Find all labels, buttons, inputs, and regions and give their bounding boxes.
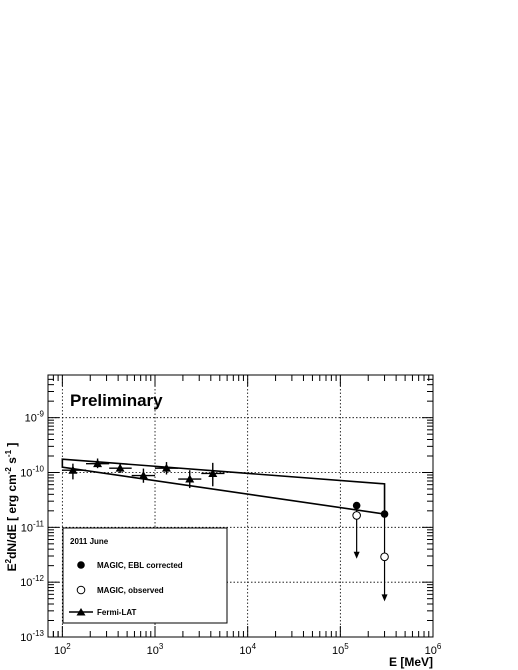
y-tick-label: 10-11 <box>21 519 45 534</box>
data-points-layer <box>62 458 389 602</box>
fermi-point <box>115 463 125 472</box>
legend-label-magic-observed: MAGIC, observed <box>97 586 164 595</box>
tick-label-layer: 102 103 104 105 106 10-13 10-12 10-11 10-10 10-9 <box>20 410 442 657</box>
legend-marker-magic-ebl <box>77 561 85 569</box>
magic-ebl-point <box>352 501 361 510</box>
y-tick-label: 10-9 <box>25 410 45 425</box>
y-axis-title: E2dN/dE [ erg cm-2 s-1 ] <box>4 443 19 572</box>
x-tick-label: 104 <box>239 642 256 657</box>
y-tick-label: 10-10 <box>20 465 44 480</box>
x-tick-label: 102 <box>54 642 71 657</box>
legend-marker-magic-observed <box>76 585 86 595</box>
y-tick-label: 10-13 <box>20 629 44 644</box>
x-axis-title: E [MeV] <box>389 655 433 669</box>
fermi-point <box>93 459 103 468</box>
x-tick-label: 106 <box>425 642 442 657</box>
magic-ebl-point <box>380 510 389 518</box>
fermi-point <box>68 465 78 474</box>
fermi-point <box>138 471 148 480</box>
tick-layer <box>47 375 434 638</box>
legend-header: 2011 June <box>70 537 109 546</box>
fermi-point <box>208 468 218 477</box>
x-tick-label: 105 <box>332 642 349 657</box>
legend: 2011 June MAGIC, EBL corrected MAGIC, ob… <box>62 527 228 624</box>
x-tick-label: 103 <box>147 642 164 657</box>
preliminary-label: Preliminary <box>70 391 163 410</box>
fermi-point <box>185 474 195 483</box>
y-tick-label: 10-12 <box>20 574 44 589</box>
upper-limit-arrow <box>353 551 360 559</box>
fermi-bowtie <box>61 458 386 515</box>
legend-marker-fermi <box>76 608 86 616</box>
magic-observed-point <box>380 552 389 562</box>
fermi-point <box>161 463 171 472</box>
legend-label-magic-ebl: MAGIC, EBL corrected <box>97 561 183 570</box>
legend-label-fermi: Fermi-LAT <box>97 608 137 617</box>
upper-limit-arrow <box>381 594 388 602</box>
magic-observed-point <box>352 511 361 520</box>
legend-box <box>62 527 228 624</box>
